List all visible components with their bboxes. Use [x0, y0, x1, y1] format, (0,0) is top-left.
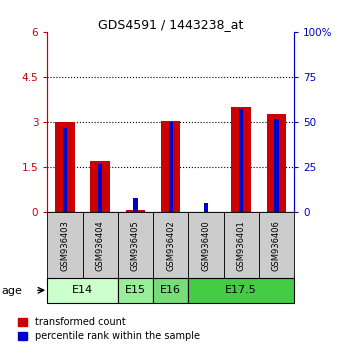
Bar	[91, 161, 110, 212]
Bar	[153, 212, 188, 278]
Text: age: age	[2, 286, 23, 296]
Bar	[153, 278, 188, 303]
Text: GSM936404: GSM936404	[96, 220, 105, 270]
Bar	[82, 212, 118, 278]
Bar	[118, 212, 153, 278]
Bar	[188, 212, 223, 278]
Bar	[47, 212, 82, 278]
Legend: transformed count, percentile rank within the sample: transformed count, percentile rank withi…	[18, 317, 200, 341]
Bar	[223, 212, 259, 278]
Bar	[133, 198, 138, 212]
Bar	[188, 278, 294, 303]
Bar	[267, 114, 286, 212]
Text: E14: E14	[72, 285, 93, 295]
Bar	[55, 122, 75, 212]
Title: GDS4591 / 1443238_at: GDS4591 / 1443238_at	[98, 18, 243, 31]
Bar	[161, 121, 180, 212]
Text: E17.5: E17.5	[225, 285, 257, 295]
Bar	[232, 107, 251, 212]
Bar	[63, 127, 67, 212]
Bar	[98, 164, 102, 212]
Bar	[204, 203, 208, 212]
Bar	[274, 119, 279, 212]
Text: GSM936405: GSM936405	[131, 220, 140, 270]
Bar	[169, 122, 173, 212]
Bar	[47, 278, 118, 303]
Text: GSM936402: GSM936402	[166, 220, 175, 270]
Bar	[239, 109, 243, 212]
Bar	[118, 278, 153, 303]
Text: GSM936400: GSM936400	[201, 220, 211, 270]
Text: E16: E16	[160, 285, 181, 295]
Bar	[126, 210, 145, 212]
Text: GSM936401: GSM936401	[237, 220, 246, 270]
Text: GSM936403: GSM936403	[61, 220, 69, 270]
Bar	[259, 212, 294, 278]
Text: GSM936406: GSM936406	[272, 220, 281, 270]
Text: E15: E15	[125, 285, 146, 295]
